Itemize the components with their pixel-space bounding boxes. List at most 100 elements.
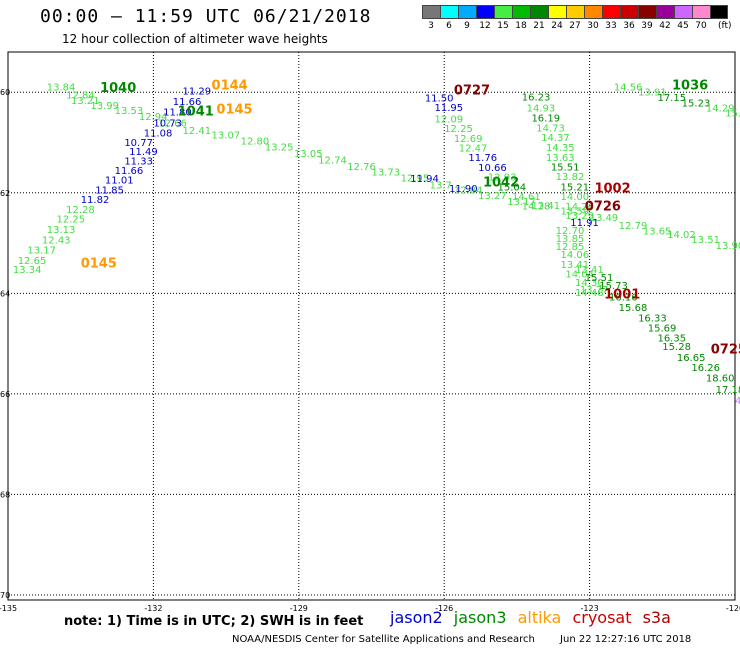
scale-label: 6: [446, 21, 452, 31]
wave-height-value: 42.92: [735, 396, 740, 407]
credit-text: NOAA/NESDIS Center for Satellite Applica…: [232, 634, 535, 645]
wave-height-value: 12.76: [347, 162, 376, 173]
wave-height-value: 13.82: [556, 172, 585, 183]
map-title: 00:00 – 11:59 UTC 06/21/2018: [40, 6, 372, 27]
wave-height-value: 10.66: [478, 163, 507, 174]
wave-height-value: 11.85: [95, 185, 124, 196]
wave-height-value: 12.84: [454, 185, 483, 196]
wave-height-value: 13.41: [561, 260, 590, 271]
legend-altika: altika: [517, 608, 562, 627]
wave-height-value: 12.09: [435, 114, 464, 125]
wave-height-value: 15.73: [599, 281, 628, 292]
wave-height-value: 12.79: [619, 221, 648, 232]
legend-jason3: jason3: [453, 608, 507, 627]
wave-height-value: 15.21: [561, 182, 590, 193]
pass-time-label: 1036: [672, 79, 708, 94]
scale-swatch: [692, 5, 710, 19]
scale-label: 27: [569, 21, 581, 31]
scale-label: 33: [605, 21, 617, 31]
scale-swatch: [602, 5, 620, 19]
wave-height-value: 14.28: [522, 201, 551, 212]
scale-label: 24: [551, 21, 563, 31]
wave-height-value: 12.66: [158, 118, 187, 129]
pass-time-label: 1001: [604, 287, 640, 302]
scale-swatch: [548, 5, 566, 19]
wave-height-value: 12.41: [182, 126, 211, 137]
scale-label: 15: [497, 21, 509, 31]
map-subtitle: 12 hour collection of altimeter wave hei…: [62, 32, 328, 46]
wave-height-value: 14.26: [565, 202, 594, 213]
scale-label: 3: [428, 21, 434, 31]
scale-swatch: [476, 5, 494, 19]
pass-time-label: 1002: [594, 181, 630, 196]
wave-height-value: 16.33: [638, 313, 667, 324]
wave-height-value: 18.60: [706, 373, 735, 384]
wave-height-value: 15.28: [662, 342, 691, 353]
scale-swatch: [656, 5, 674, 19]
wave-height-value: 12.85: [556, 242, 585, 253]
wave-height-value: 13.51: [691, 235, 720, 246]
wave-height-value: 14.02: [667, 230, 696, 241]
lat-tick-label: 70: [0, 591, 10, 600]
wave-height-value: 15.04: [498, 182, 527, 193]
wave-height-value: 15.23: [682, 98, 711, 109]
lon-tick-label: -126: [435, 604, 453, 613]
wave-height-value: 11.91: [570, 218, 599, 229]
scale-label: 12: [479, 21, 491, 31]
scale-label: 30: [587, 21, 599, 31]
wave-height-value: 13.63: [546, 153, 575, 164]
scale-label: 9: [464, 21, 470, 31]
legend-cryosat: cryosat: [572, 608, 632, 627]
scale-label: 21: [533, 21, 545, 31]
wave-height-value: 16.19: [531, 113, 560, 124]
wave-height-value: 10.77: [124, 138, 153, 149]
wave-height-value: 13.85: [556, 234, 585, 245]
wave-height-value: 12.94: [139, 112, 168, 123]
wave-height-value: 13.53: [115, 106, 144, 117]
scale-swatch: [566, 5, 584, 19]
scale-swatch: [584, 5, 602, 19]
pass-time-label: 0145: [216, 102, 252, 117]
wave-height-value: 12.93: [488, 173, 517, 184]
wave-height-value: 12.95: [401, 174, 430, 185]
map-frame: [7, 51, 736, 601]
wave-height-value: 13.07: [212, 130, 241, 141]
wave-height-value: 13.91: [638, 88, 667, 99]
scale-swatch: [494, 5, 512, 19]
wave-height-value: 13.17: [27, 246, 56, 257]
wave-height-value: 17.15: [657, 93, 686, 104]
scale-swatch: [512, 5, 530, 19]
wave-height-value: 12.43: [42, 236, 71, 247]
wave-height-value: 13.99: [90, 101, 119, 112]
wave-height-value: 12.47: [459, 144, 488, 155]
wave-height-value: 13.13: [47, 225, 76, 236]
wave-height-value: 14.61: [512, 192, 541, 203]
wave-height-value: 11.76: [468, 153, 497, 164]
pass-time-label: 1040: [100, 81, 136, 96]
pass-time-label: 0145: [81, 257, 117, 272]
timestamp-text: Jun 22 12:27:16 UTC 2018: [560, 634, 692, 645]
wave-height-value: 11.90: [449, 184, 478, 195]
wave-height-value: 13.73: [372, 168, 401, 179]
wave-height-value: 14.06: [561, 250, 590, 261]
lon-tick-label: -129: [290, 604, 308, 613]
wave-height-value: 13.25: [265, 143, 294, 154]
pass-time-label: 0144: [212, 79, 248, 94]
wave-height-value: 13.27: [478, 191, 507, 202]
scale-label: 39: [641, 21, 653, 31]
lat-tick-label: 64: [0, 289, 10, 298]
pass-time-label: 0725: [711, 343, 740, 358]
wave-height-value: 15.51: [551, 163, 580, 174]
scale-label: 70: [695, 21, 707, 31]
wave-height-value: 13.34: [13, 265, 42, 276]
wave-height-value: 14.93: [527, 103, 556, 114]
wave-height-value: 13.41: [575, 265, 604, 276]
wave-height-value: 15.83: [725, 108, 740, 119]
wave-height-value: 11.33: [124, 157, 153, 168]
wave-height-value: 12.28: [66, 205, 95, 216]
wave-height-value: 11.08: [144, 128, 173, 139]
wave-height-value: 16.35: [657, 334, 686, 345]
lat-tick-label: 66: [0, 390, 10, 399]
wave-height-value: 14.00: [561, 192, 590, 203]
